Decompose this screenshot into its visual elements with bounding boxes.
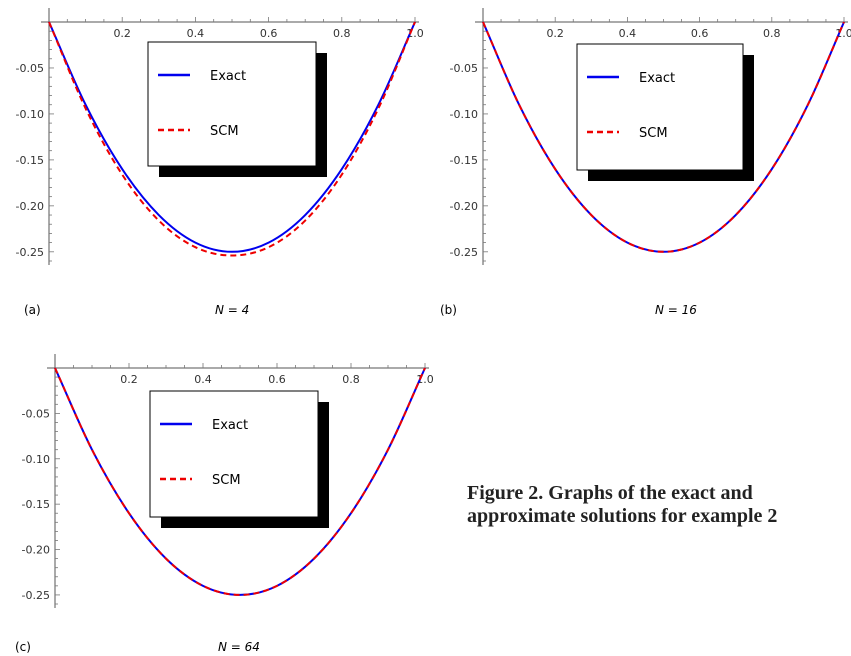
chart-panel-b: 0.2 0.4 0.6 0.8 1.0 -0.05 -0.10 -0.15 -0.20 -0.25… [440,8,851,317]
x-tick-label: 1.0 [835,27,851,40]
legend-label-scm: SCM [212,473,241,488]
series-line-scm [54,367,426,596]
n-label: N = 4 [215,303,249,317]
figure-caption: Figure 2. Graphs of the exact and approx… [467,482,778,527]
y-tick-label: -0.20 [16,200,44,213]
y-tick-label: -0.05 [16,62,44,75]
n-label: N = 64 [218,640,260,654]
y-tick-label: -0.25 [16,246,44,259]
x-tick-label: 0.6 [268,373,286,386]
x-tick-label: 0.8 [333,27,351,40]
y-tick-label: -0.15 [16,154,44,167]
panel-label: (a) [24,303,41,317]
series-line-scm [482,21,845,253]
x-tick-label: 0.6 [260,27,278,40]
legend-label-scm: SCM [210,124,239,139]
x-tick-label: 0.2 [113,27,131,40]
chart-panel-c: 0.2 0.4 0.6 0.8 1.0-0.05-0.10-0.15-0.20-0.25… [15,354,434,654]
y-tick-label: -0.05 [22,407,50,420]
x-tick-label: 0.2 [546,27,564,40]
legend-label-exact: Exact [212,418,248,433]
legend-box [149,390,319,518]
y-tick-label: -0.20 [22,544,50,557]
x-tick-label: 0.8 [763,27,781,40]
x-tick-label: 0.4 [187,27,205,40]
series-line-exact [48,21,416,253]
y-tick-label: -0.25 [450,246,478,259]
y-tick-label: -0.15 [22,498,50,511]
x-tick-label: 0.2 [120,373,138,386]
chart-panel-a: 0.2 0.4 0.6 0.8 1.0-0.05-0.10-0.15-0.20-0.25… [16,8,424,317]
x-tick-label: 0.4 [194,373,212,386]
legend-box [147,41,317,167]
series-line-scm [48,21,416,257]
n-label: N = 16 [655,303,697,317]
panel-label: (c) [15,640,31,654]
y-tick-label: -0.10 [450,108,478,121]
legend-box [576,43,744,171]
panel-label: (b) [440,303,457,317]
x-tick-label: 0.8 [342,373,360,386]
y-tick-label: -0.10 [16,108,44,121]
y-tick-label: -0.20 [450,200,478,213]
y-tick-label: -0.15 [450,154,478,167]
y-tick-label: -0.05 [450,62,478,75]
x-tick-label: 0.4 [619,27,637,40]
legend-label-exact: Exact [639,71,675,86]
x-tick-label: 0.6 [691,27,709,40]
y-tick-label: -0.10 [22,453,50,466]
legend-label-scm: SCM [639,126,668,141]
y-tick-label: -0.25 [22,589,50,602]
legend-label-exact: Exact [210,69,246,84]
